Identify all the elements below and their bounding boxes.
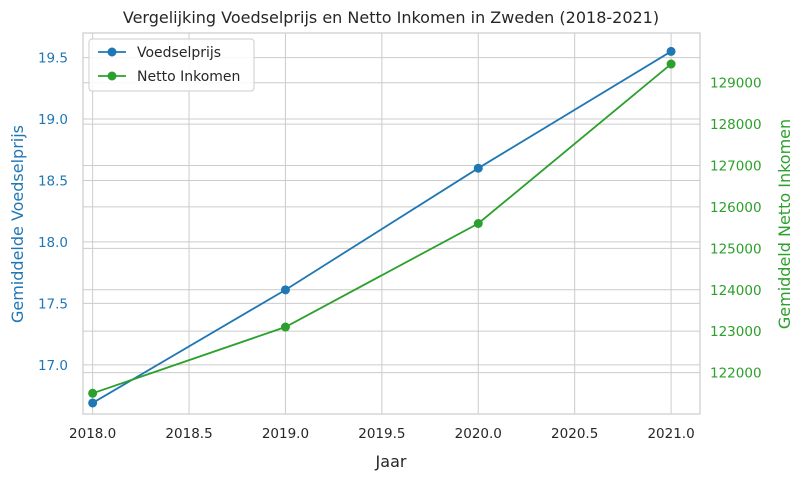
y-left-tick-label: 19.0: [38, 112, 68, 128]
y-right-axis-label: Gemiddeld Netto Inkomen: [775, 119, 794, 329]
y-right-tick-label: 123000: [710, 324, 762, 340]
y-left-tick-label: 19.5: [38, 51, 68, 67]
legend-voedselprijs-marker: [107, 47, 117, 57]
series-layer: [88, 46, 676, 408]
x-tick-label: 2019.0: [262, 426, 309, 442]
x-tick-label: 2019.5: [358, 426, 405, 442]
y-left-tick-label: 17.5: [38, 296, 68, 312]
y-left-axis-label: Gemiddelde Voedselprijs: [8, 125, 27, 323]
x-tick-label: 2020.5: [551, 426, 598, 442]
x-tick-label: 2020.0: [455, 426, 502, 442]
y-left-tick-label: 18.5: [38, 173, 68, 189]
data-point-voedselprijs: [666, 46, 676, 56]
chart-title: Vergelijking Voedselprijs en Netto Inkom…: [123, 8, 659, 27]
legend-netto-inkomen-label: Netto Inkomen: [137, 69, 240, 85]
series-line-netto-inkomen: [92, 63, 672, 395]
y-right-tick-label: 128000: [710, 117, 762, 133]
data-point-voedselprijs: [280, 285, 290, 295]
data-point-voedselprijs: [473, 163, 483, 173]
legend: Voedselprijs Netto Inkomen: [88, 38, 255, 92]
grid-layer: [83, 33, 700, 414]
y-right-tick-labels: 122000 123000 124000 125000 126000 127000 1280…: [710, 76, 762, 382]
y-left-tick-label: 17.0: [38, 358, 68, 374]
y-right-tick-label: 129000: [710, 76, 762, 92]
x-tick-label: 2021.0: [647, 426, 694, 442]
y-right-tick-label: 125000: [710, 241, 762, 257]
y-right-tick-label: 122000: [710, 366, 762, 382]
y-right-tick-label: 124000: [710, 283, 762, 299]
data-point-netto-inkomen: [280, 322, 290, 332]
data-point-netto-inkomen: [473, 219, 483, 228]
y-right-tick-label: 127000: [710, 159, 762, 175]
x-tick-label: 2018.5: [165, 426, 212, 442]
legend-voedselprijs-label: Voedselprijs: [137, 45, 221, 61]
data-point-netto-inkomen: [88, 388, 98, 398]
plot-frame: [82, 32, 701, 415]
x-tick-label: 2018.0: [69, 426, 116, 442]
data-point-netto-inkomen: [666, 59, 676, 69]
x-axis-label: Jaar: [375, 452, 407, 471]
legend-netto-inkomen-marker: [107, 71, 117, 81]
y-left-tick-labels: 17.0 17.5 18.0 18.5 19.0 19.5: [38, 51, 68, 374]
series-line-voedselprijs: [92, 50, 672, 404]
x-tick-labels: 2018.0 2018.5 2019.0 2019.5 2020.0 2020.5 2021…: [69, 426, 695, 442]
legend-box: [88, 38, 255, 92]
y-right-tick-label: 126000: [710, 200, 762, 216]
y-left-tick-label: 18.0: [38, 235, 68, 251]
data-point-voedselprijs: [88, 398, 98, 408]
